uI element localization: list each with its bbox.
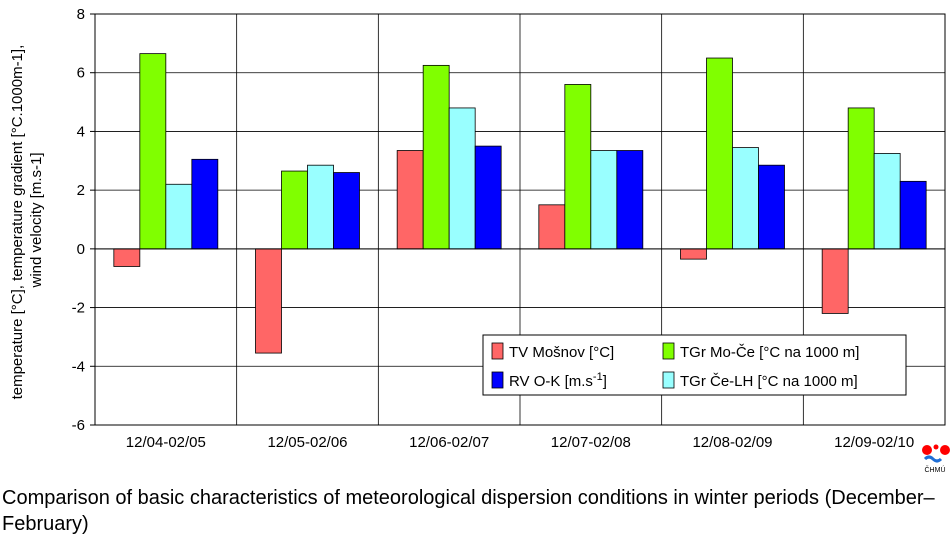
- y-tick-label: 6: [77, 65, 85, 82]
- legend-swatch: [662, 342, 675, 360]
- bar: [474, 145, 502, 250]
- x-tick-label: 12/06-02/07: [409, 434, 489, 451]
- bars: [113, 53, 927, 354]
- bar: [847, 107, 875, 250]
- bar: [564, 84, 592, 250]
- y-tick-label: -4: [72, 358, 85, 375]
- bar: [706, 57, 733, 250]
- legend-label: TGr Če-LH [°C na 1000 m]: [680, 373, 858, 390]
- legend-swatch: [491, 342, 504, 360]
- legend-swatch: [662, 371, 675, 389]
- x-tick-label: 12/05-02/06: [267, 434, 347, 451]
- x-tick-label: 12/04-02/05: [126, 434, 206, 451]
- x-tick-label: 12/07-02/08: [551, 434, 631, 451]
- bar: [281, 170, 308, 250]
- bar: [165, 183, 193, 250]
- bar: [333, 172, 360, 250]
- y-tick-label: 8: [77, 6, 85, 23]
- bar: [307, 164, 334, 250]
- y-tick-label: -2: [72, 300, 85, 317]
- y-tick-label: 2: [77, 182, 85, 199]
- bar: [873, 153, 901, 250]
- legend-box: [482, 334, 907, 396]
- bar: [758, 164, 785, 250]
- legend: TV Mošnov [°C] TGr Mo-Če [°C na 1000 m] TG…: [482, 334, 907, 396]
- bar: [422, 64, 450, 250]
- y-tick-label: -6: [72, 417, 85, 434]
- bar: [255, 248, 282, 354]
- bar: [899, 180, 927, 250]
- bar: [590, 150, 618, 250]
- figure-caption: Comparison of basic characteristics of m…: [2, 487, 935, 535]
- axes: -6 -4 -2 0 2 4 6 8 12/04-02/05 12/05-02/06 12/06-0…: [72, 6, 945, 451]
- bar: [538, 204, 566, 250]
- bar: [680, 248, 707, 260]
- legend-label: TGr Mo-Če [°C na 1000 m]: [680, 344, 859, 361]
- legend-label: RV O-K [m.s-1]: [509, 371, 607, 390]
- legend-label: TV Mošnov [°C]: [509, 344, 614, 361]
- y-tick-label: 0: [77, 241, 85, 258]
- svg-text:ČHMÚ: ČHMÚ: [925, 465, 946, 474]
- bar: [732, 147, 759, 250]
- bar: [821, 248, 849, 314]
- x-tick-label: 12/08-02/09: [692, 434, 772, 451]
- y-axis-label: temperature [°C], temperature gradient […: [9, 41, 45, 400]
- bar: [396, 150, 424, 250]
- bar-chart: -6 -4 -2 0 2 4 6 8 12/04-02/05 12/05-02/06 12/06-0…: [9, 6, 950, 474]
- bar: [448, 107, 476, 250]
- bar: [139, 53, 167, 250]
- bar: [191, 158, 219, 250]
- bar: [616, 150, 644, 250]
- chmu-logo: ČHMÚ: [922, 444, 950, 474]
- x-tick-label: 12/09-02/10: [834, 434, 914, 451]
- y-tick-label: 4: [77, 123, 85, 140]
- bar: [113, 248, 141, 267]
- legend-swatch: [491, 371, 504, 389]
